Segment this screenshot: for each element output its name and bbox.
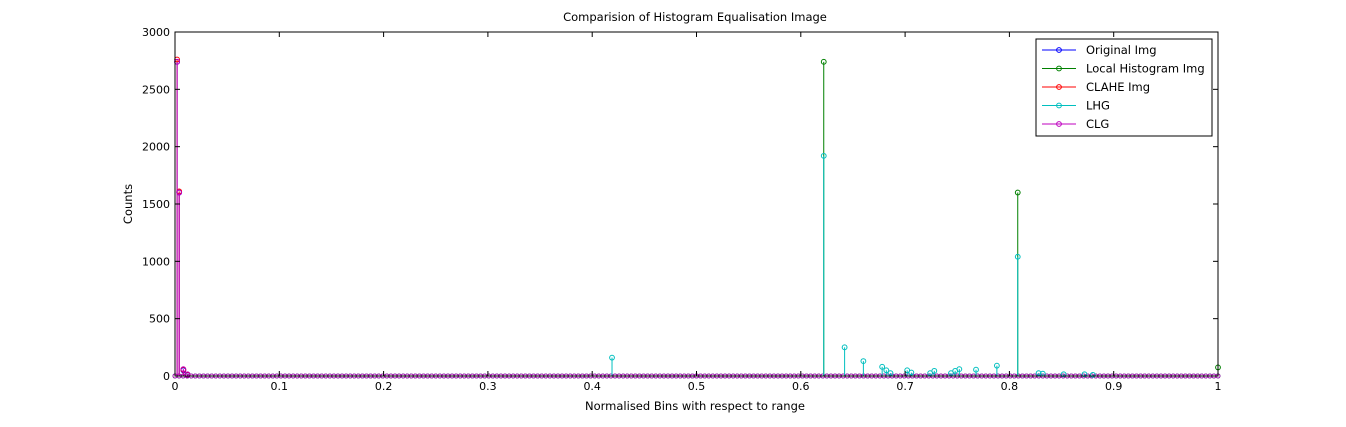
series-stems [609,152,1096,378]
stem-marker [820,58,827,65]
stem-marker [883,367,890,374]
x-tick-label: 0 [172,380,179,393]
stem-marker [180,366,187,373]
series-stems [174,58,191,378]
stem-marker [993,362,1000,369]
x-tick-label: 0.6 [792,380,810,393]
stem-marker [841,344,848,351]
legend-label: Original Img [1086,43,1157,57]
y-tick-label: 1000 [142,255,170,268]
legend-label: CLG [1086,117,1109,131]
stem-marker [1081,371,1088,378]
chart-title: Comparision of Histogram Equalisation Im… [563,10,827,24]
x-tick-label: 0.7 [896,380,914,393]
stem-marker [908,369,915,376]
y-axis-label: Counts [121,184,135,224]
x-tick-label: 0.5 [688,380,706,393]
stem-marker [820,152,827,159]
y-tick-label: 3000 [142,26,170,39]
x-tick-label: 1 [1215,380,1222,393]
x-tick-label: 0.8 [1001,380,1019,393]
stem-marker [176,189,183,196]
legend-label: CLAHE Img [1086,80,1150,94]
x-tick-label: 0.3 [479,380,497,393]
y-tick-label: 1500 [142,198,170,211]
stem-marker [956,366,963,373]
x-tick-label: 0.1 [271,380,289,393]
stem-marker [1014,253,1021,260]
y-tick-label: 0 [163,370,170,383]
x-axis-label: Normalised Bins with respect to range [585,399,805,413]
stem-marker [1060,371,1067,378]
stem-marker [879,363,886,370]
x-tick-label: 0.4 [583,380,601,393]
legend: Original Img Local Histogram Img CLAHE Img… [1035,38,1213,137]
stem-marker [931,367,938,374]
stem-marker [184,371,191,378]
axis-ticks: 0 0.1 0.2 0.3 0.4 0.5 0.6 0.7 0.8 0.9 1 0 500 1000 150… [142,26,1222,393]
y-tick-label: 2000 [142,141,170,154]
stem-marker [973,366,979,373]
legend-marker [1056,121,1062,127]
y-tick-label: 500 [149,313,170,326]
legend-marker [1056,65,1062,72]
legend-marker [1056,84,1062,90]
stem-marker [1014,189,1021,196]
stem-marker [1089,371,1096,378]
stem-marker [609,354,615,361]
stem-marker [860,358,867,364]
y-tick-label: 2500 [142,83,170,96]
x-tick-label: 0.2 [375,380,393,393]
legend-marker [1056,102,1062,109]
legend-label: LHG [1086,99,1110,113]
legend-label: Local Histogram Img [1086,62,1205,76]
x-tick-label: 0.9 [1105,380,1123,393]
legend-marker [1056,47,1062,53]
